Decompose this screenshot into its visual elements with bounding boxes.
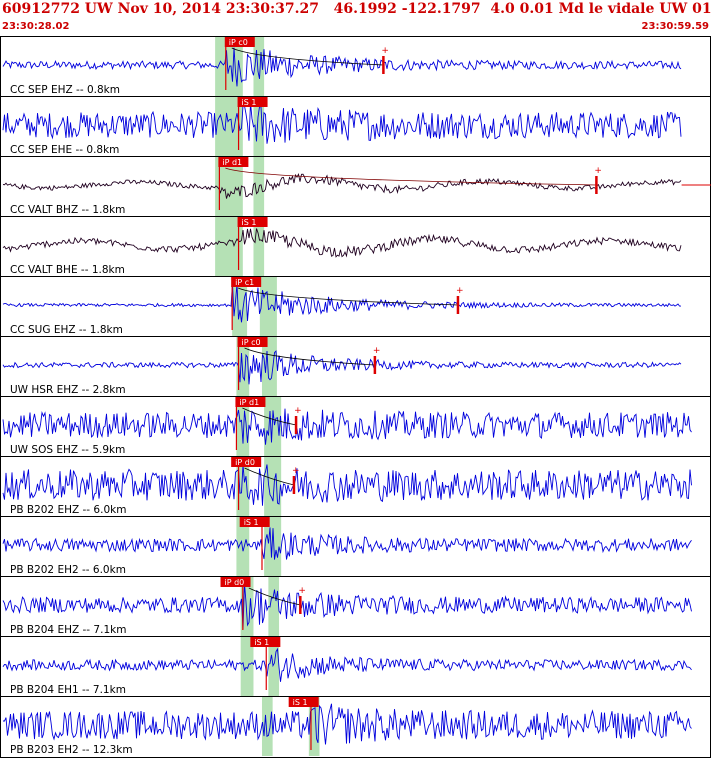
pick-box-5 (237, 337, 268, 347)
trace-0 (2, 47, 682, 87)
phase-window-2-1 (253, 156, 265, 216)
channel-label-3: CC VALT BHE -- 1.8km (10, 264, 125, 276)
coda-curve-5 (244, 347, 375, 366)
trace-2 (2, 172, 682, 199)
pick-box-1 (237, 97, 268, 107)
phase-window-10-0 (240, 636, 254, 696)
coda-curve-9 (248, 587, 301, 606)
phase-window-6-0 (236, 396, 250, 456)
trace-4 (2, 282, 681, 323)
pick-label-11: iS 1 (293, 698, 308, 707)
phase-window-10-1 (268, 636, 280, 696)
coda-plus-2: + (594, 166, 602, 176)
header-bar: 60912772 UW Nov 10, 2014 23:30:37.27 46.… (0, 0, 711, 36)
channel-label-10: PB B204 EH1 -- 7.1km (10, 684, 126, 696)
phase-window-7-1 (264, 456, 282, 516)
pick-label-6: iP d1 (239, 398, 259, 407)
phase-window-7-0 (236, 456, 250, 516)
channel-label-6: UW SOS EHZ -- 5.9km (10, 444, 125, 456)
channel-label-5: UW HSR EHZ -- 2.8km (10, 384, 126, 396)
phase-window-11-0 (261, 696, 273, 756)
pick-label-7: iP d0 (235, 458, 255, 467)
pick-label-4: iP c1 (235, 278, 254, 287)
pick-box-6 (235, 397, 266, 407)
coda-plus-9: + (298, 586, 306, 596)
pick-box-11 (288, 697, 319, 707)
time-end-label: 23:30:59.59 (641, 21, 709, 32)
pick-label-10: iS 1 (254, 638, 269, 647)
coda-plus-6: + (294, 406, 302, 416)
pick-box-4 (231, 277, 262, 287)
phase-window-9-1 (268, 576, 280, 636)
pick-label-5: iP c0 (242, 338, 261, 347)
channel-label-9: PB B204 EHZ -- 7.1km (10, 624, 126, 636)
trace-7 (2, 464, 692, 506)
pick-box-8 (239, 517, 270, 527)
channel-label-2: CC VALT BHZ -- 1.8km (10, 204, 125, 216)
channel-labels: CC SEP EHZ -- 0.8km CC SEP EHE -- 0.8km CC… (10, 84, 133, 756)
pick-box-10 (250, 637, 281, 647)
event-title: 60912772 UW Nov 10, 2014 23:30:37.27 46.… (2, 1, 711, 17)
pick-box-7 (231, 457, 262, 467)
trace-5 (2, 350, 682, 385)
trace-10 (2, 647, 692, 682)
coda-curve-6 (242, 407, 297, 426)
channel-label-11: PB B203 EH2 -- 12.3km (10, 744, 133, 756)
pick-box-3 (237, 217, 268, 227)
pick-label-8: iS 1 (244, 518, 259, 527)
coda-curve-7 (244, 467, 295, 486)
channel-label-0: CC SEP EHZ -- 0.8km (10, 84, 120, 96)
pick-label-3: iS 1 (242, 218, 257, 227)
phase-picks: iP c0 + iS 1 iP d1 + iS 1 iP c1 + iP c0 + iP d1 + iP… (218, 37, 711, 750)
phase-window-0-1 (253, 36, 265, 96)
pick-box-9 (220, 577, 251, 587)
phase-window-1-1 (253, 96, 265, 156)
trace-1 (2, 102, 682, 144)
trace-11 (3, 703, 692, 745)
channel-label-7: PB B202 EHZ -- 6.0km (10, 504, 126, 516)
channel-label-1: CC SEP EHE -- 0.8km (10, 144, 119, 156)
phase-window-4-0 (232, 276, 248, 336)
channel-label-4: CC SUG EHZ -- 1.8km (10, 324, 123, 336)
pick-label-0: iP c0 (229, 38, 248, 47)
phase-window-8-0 (236, 516, 250, 576)
trace-8 (2, 527, 692, 560)
pick-label-2: iP d1 (222, 158, 242, 167)
coda-curve-0 (231, 47, 384, 66)
coda-curve-2 (225, 167, 597, 186)
pick-label-9: iP d0 (225, 578, 245, 587)
coda-plus-5: + (373, 346, 381, 356)
coda-plus-0: + (381, 46, 389, 56)
trace-3 (2, 228, 682, 258)
trace-9 (2, 583, 692, 630)
phase-window-5-1 (261, 336, 277, 396)
phase-window-3-1 (253, 216, 265, 276)
seismogram-panel: iP c0 + iS 1 iP d1 + iS 1 iP c1 + iP c0 + iP d1 + iP… (0, 36, 711, 758)
channel-label-8: PB B202 EH2 -- 6.0km (10, 564, 126, 576)
phase-window-11-1 (308, 696, 320, 756)
coda-plus-4: + (456, 286, 464, 296)
coda-curve-4 (238, 287, 458, 306)
pick-label-1: iS 1 (242, 98, 257, 107)
trace-6 (2, 408, 692, 445)
phase-window-8-1 (264, 516, 282, 576)
pick-box-2 (218, 157, 249, 167)
time-start-label: 23:30:28.02 (2, 21, 70, 32)
pick-box-0 (224, 37, 255, 47)
coda-plus-7: + (292, 466, 300, 476)
